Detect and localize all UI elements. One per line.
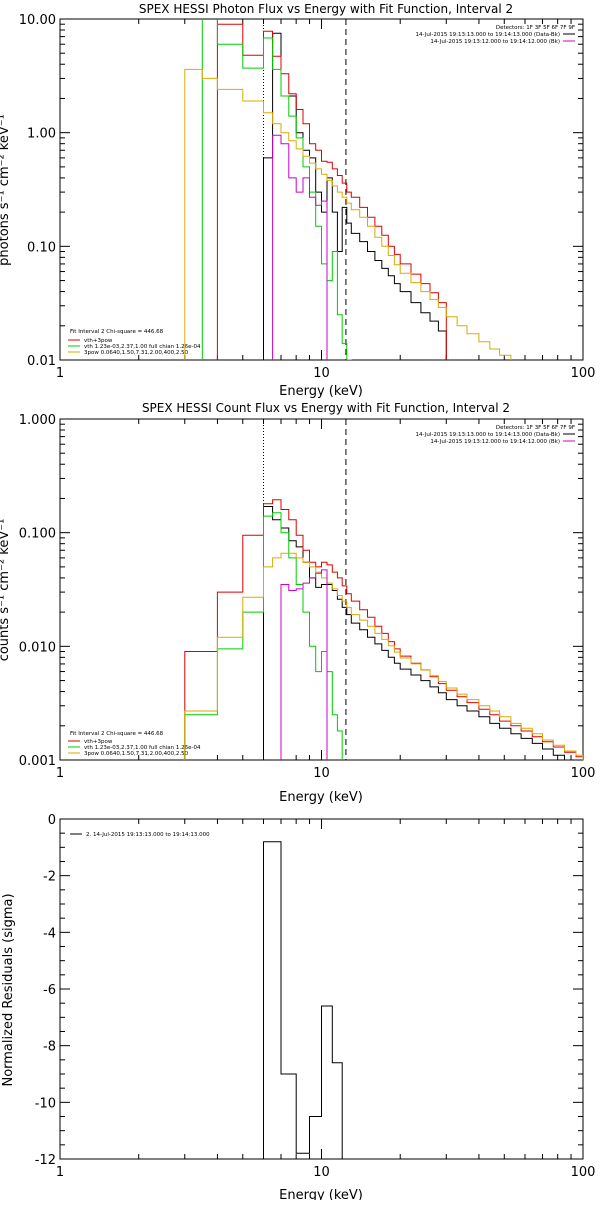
residuals-x-tick-label: 100 (571, 1165, 596, 1180)
residuals-series-residuals (263, 841, 343, 1159)
count-flux-x-tick-label: 100 (571, 766, 596, 781)
photon-flux-series-vth (201, 19, 352, 360)
count-flux-panel: SPEX HESSI Count Flux vs Energy with Fit… (0, 401, 595, 805)
count-flux-x-tick-label: 10 (313, 766, 330, 781)
residuals-y-ticks: -12 -10 -8 -6 -4 -2 0 (35, 813, 583, 1168)
residuals-y-tick-label: -10 (35, 1096, 56, 1111)
count-flux-series-vth (184, 512, 343, 760)
photon-flux-time-label-data: 14-Jul-2015 19:13:13.000 to 19:14:13.000… (416, 32, 561, 38)
photon-flux-panel: SPEX HESSI Photon Flux vs Energy with Fi… (0, 2, 596, 399)
count-flux-y-tick-label: 0.001 (19, 754, 56, 769)
count-flux-legend-vth: vth 1.23e-03,2.37,1.00 full chian 1.26e-… (84, 745, 201, 751)
count-flux-legend-3pow: 3pow 0.0640,1.50,7.31,2.00,400,2.50 (84, 751, 189, 757)
photon-flux-series-bk (272, 134, 328, 360)
residuals-data (263, 841, 343, 1159)
residuals-x-axis-label: Energy (keV) (279, 1188, 363, 1200)
photon-flux-series-data-bk (263, 32, 447, 360)
residuals-y-tick-label: -2 (43, 870, 56, 885)
photon-flux-legend: vth+3pow vth 1.23e-03,2.37,1.00 full chi… (68, 338, 201, 356)
count-flux-y-tick-label: 0.100 (19, 527, 56, 542)
count-flux-time-label-data: 14-Jul-2015 19:13:13.000 to 19:14:13.000… (416, 432, 561, 438)
photon-flux-detectors-label: Detectors: 1F 3F 5F 6F 7F 9F (496, 25, 575, 31)
count-flux-x-axis-label: Energy (keV) (279, 790, 363, 805)
photon-flux-title: SPEX HESSI Photon Flux vs Energy with Fi… (139, 2, 513, 16)
photon-flux-data (184, 19, 512, 360)
residuals-x-tick-label: 10 (313, 1165, 330, 1180)
photon-flux-x-tick-label: 100 (571, 366, 596, 381)
photon-flux-y-tick-label: 0.01 (27, 354, 56, 369)
residuals-panel: 2. 14-Jul-2015 19:13:13.000 to 19:14:13.… (1, 813, 596, 1203)
count-flux-y-ticks: 0.001 0.010 0.100 1.000 (19, 413, 583, 769)
photon-flux-x-axis-label: Energy (keV) (279, 384, 363, 399)
photon-flux-fit-info: Fit Interval 2 Chi-square = 446.68 (70, 329, 164, 335)
photon-flux-plot-frame (59, 18, 584, 361)
count-flux-series-bk (280, 569, 328, 760)
photon-flux-y-ticks: 0.01 0.10 1.00 10.00 (19, 13, 583, 369)
count-flux-plot-frame (59, 418, 584, 761)
residuals-y-axis-label: Normalized Residuals (sigma) (1, 893, 16, 1086)
photon-flux-y-tick-label: 0.10 (27, 240, 56, 255)
count-flux-title: SPEX HESSI Count Flux vs Energy with Fit… (142, 401, 510, 415)
residuals-y-tick-label: -12 (35, 1153, 56, 1168)
photon-flux-x-tick-label: 10 (313, 366, 330, 381)
residuals-y-tick-label: -8 (43, 1040, 56, 1055)
count-flux-fit-info: Fit Interval 2 Chi-square = 446.68 (70, 731, 164, 737)
photon-flux-x-ticks: 1 10 100 (56, 19, 596, 381)
photon-flux-x-tick-label: 1 (56, 366, 64, 381)
count-flux-legend-vth-3pow: vth+3pow (84, 739, 113, 745)
photon-flux-time-label-bk: 14-Jul-2015 19:13:12.000 to 19:14:12.000… (430, 39, 560, 45)
residuals-y-tick-label: 0 (48, 813, 56, 828)
count-flux-y-tick-label: 0.010 (19, 640, 56, 655)
count-flux-y-axis-label: counts s⁻¹ cm⁻² keV⁻¹ (0, 519, 12, 662)
photon-flux-y-tick-label: 10.00 (19, 13, 56, 28)
count-flux-series-data-bk (263, 506, 577, 760)
residuals-x-ticks: 1 10 100 (56, 819, 596, 1180)
count-flux-series-vth-3pow (184, 499, 583, 760)
residuals-y-tick-label: -4 (43, 926, 56, 941)
residuals-x-tick-label: 1 (56, 1165, 64, 1180)
residuals-legend: 2. 14-Jul-2015 19:13:13.000 to 19:14:13.… (86, 832, 210, 838)
residuals-y-tick-label: -6 (43, 983, 56, 998)
count-flux-detectors-label: Detectors: 1F 3F 5F 6F 7F 9F (496, 425, 575, 431)
count-flux-series-3pow (184, 552, 583, 760)
photon-flux-legend-vth: vth 1.23e-03,2.37,1.00 full chian 1.26e-… (84, 344, 201, 350)
count-flux-x-tick-label: 1 (56, 766, 64, 781)
count-flux-x-ticks: 1 10 100 (56, 419, 596, 781)
count-flux-y-tick-label: 1.000 (19, 413, 56, 428)
photon-flux-legend-3pow: 3pow 0.0640,1.50,7.31,2.00,400,2.50 (84, 350, 189, 356)
count-flux-time-label-bk: 14-Jul-2015 19:13:12.000 to 19:14:12.000… (430, 439, 560, 445)
photon-flux-y-axis-label: photons s⁻¹ cm⁻² keV⁻¹ (0, 114, 12, 266)
photon-flux-legend-vth-3pow: vth+3pow (84, 338, 113, 344)
count-flux-legend: vth+3pow vth 1.23e-03,2.37,1.00 full chi… (68, 739, 201, 757)
photon-flux-y-tick-label: 1.00 (27, 127, 56, 142)
photon-flux-series-vth-3pow (216, 23, 447, 360)
count-flux-data (184, 419, 583, 760)
photon-flux-series-3pow (184, 68, 512, 360)
